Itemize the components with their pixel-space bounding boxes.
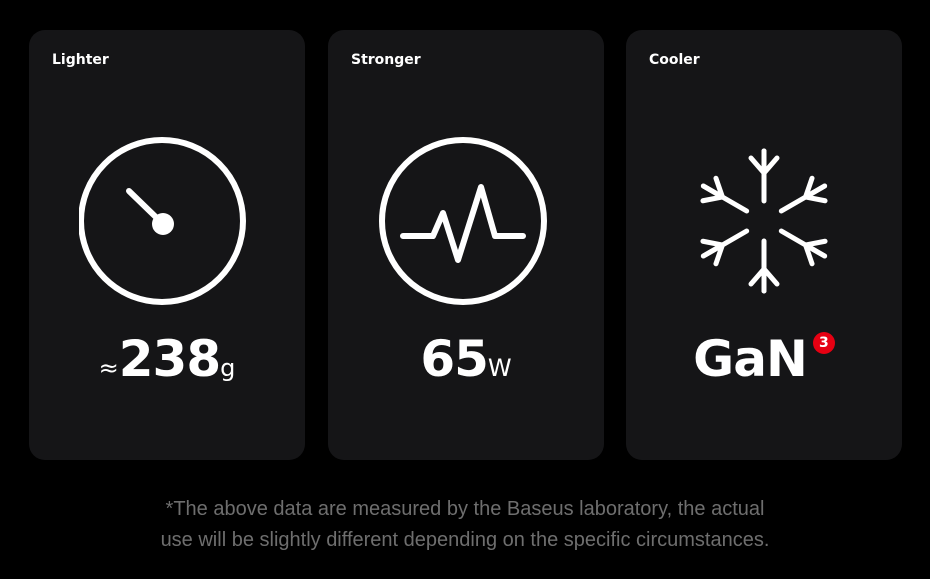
- card-lighter: Lighter ≈238g: [29, 30, 305, 460]
- gauge-icon: [79, 137, 246, 305]
- footnote: *The above data are measured by the Base…: [160, 498, 770, 551]
- card-label: Cooler: [649, 52, 700, 68]
- power-value: 65W: [420, 330, 512, 388]
- card-stronger: Stronger 65W: [328, 30, 604, 460]
- gan-generation-badge: 3: [812, 332, 835, 354]
- pulse-icon: [379, 137, 547, 305]
- card-cooler: Cooler GaN 3: [626, 30, 902, 460]
- weight-value: ≈238g: [98, 330, 236, 388]
- gan-value: GaN 3: [626, 330, 902, 388]
- snowflake-icon: [676, 148, 852, 315]
- card-label: Lighter: [52, 52, 109, 68]
- card-label: Stronger: [351, 52, 421, 68]
